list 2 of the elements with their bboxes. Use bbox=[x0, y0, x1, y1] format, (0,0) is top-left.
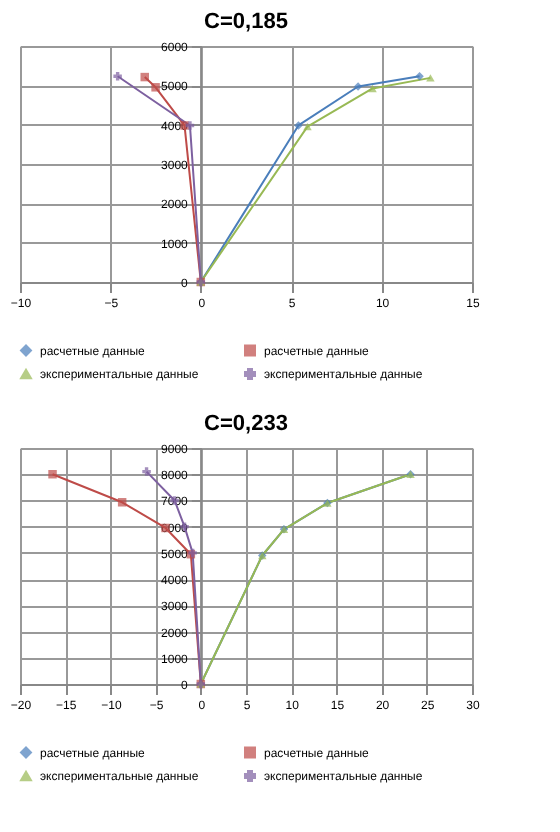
chart-title: C=0,233 bbox=[204, 412, 288, 436]
chart-title: C=0,185 bbox=[204, 10, 288, 34]
